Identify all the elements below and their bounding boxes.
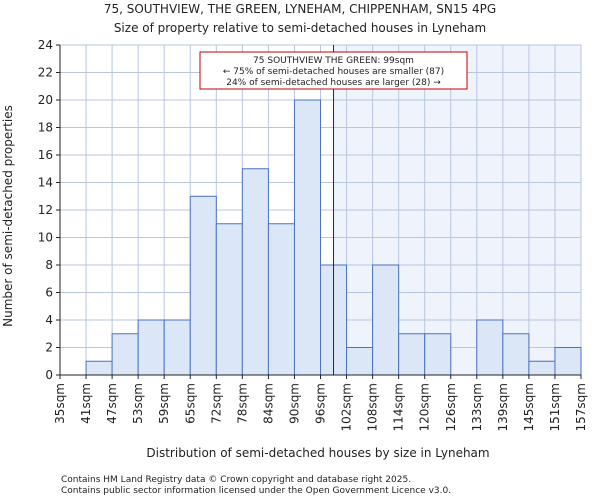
y-tick-label: 4 bbox=[45, 313, 53, 327]
x-tick-label: 114sqm bbox=[392, 383, 406, 431]
y-tick-label: 18 bbox=[38, 121, 53, 135]
bar bbox=[241, 168, 269, 376]
bar bbox=[424, 333, 452, 376]
y-tick-label: 14 bbox=[38, 176, 53, 190]
y-tick-label: 2 bbox=[45, 341, 53, 355]
bar bbox=[346, 347, 374, 376]
x-tick-label: 78sqm bbox=[235, 383, 249, 424]
x-tick-label: 139sqm bbox=[496, 383, 510, 431]
x-tick-label: 47sqm bbox=[105, 383, 119, 424]
x-tick-label: 151sqm bbox=[548, 383, 562, 431]
x-tick-label: 126sqm bbox=[444, 383, 458, 431]
x-tick-label: 84sqm bbox=[261, 383, 275, 424]
bar bbox=[215, 223, 243, 376]
x-tick-label: 35sqm bbox=[53, 383, 67, 424]
annotation-line: 24% of semi-detached houses are larger (… bbox=[226, 78, 441, 88]
x-tick-label: 59sqm bbox=[157, 383, 171, 424]
chart-subtitle: Size of property relative to semi-detach… bbox=[114, 21, 486, 35]
y-axis-label: Number of semi-detached properties bbox=[1, 105, 15, 327]
bar bbox=[189, 195, 217, 376]
bar bbox=[163, 319, 191, 376]
y-tick-label: 16 bbox=[38, 148, 53, 162]
x-tick-label: 72sqm bbox=[209, 383, 223, 424]
bar bbox=[372, 264, 400, 376]
bar bbox=[554, 347, 582, 376]
x-tick-label: 108sqm bbox=[366, 383, 380, 431]
annotation-line: ← 75% of semi-detached houses are smalle… bbox=[223, 67, 444, 77]
x-axis-label: Distribution of semi-detached houses by … bbox=[146, 446, 489, 460]
bar bbox=[137, 319, 165, 376]
footer-line-1: Contains HM Land Registry data © Crown c… bbox=[61, 475, 411, 485]
y-tick-label: 20 bbox=[38, 93, 53, 107]
bar bbox=[85, 360, 113, 376]
bar bbox=[502, 333, 530, 376]
y-tick-label: 0 bbox=[45, 368, 53, 382]
footer-line-2: Contains public sector information licen… bbox=[61, 486, 451, 496]
x-tick-label: 157sqm bbox=[574, 383, 588, 431]
chart-title: 75, SOUTHVIEW, THE GREEN, LYNEHAM, CHIPP… bbox=[104, 2, 496, 16]
bar bbox=[476, 319, 504, 376]
x-tick-label: 53sqm bbox=[131, 383, 145, 424]
x-tick-label: 145sqm bbox=[522, 383, 536, 431]
x-tick-label: 120sqm bbox=[418, 383, 432, 431]
annotation-line: 75 SOUTHVIEW THE GREEN: 99sqm bbox=[253, 56, 414, 66]
x-tick-label: 133sqm bbox=[470, 383, 484, 431]
bar bbox=[267, 223, 295, 376]
y-tick-label: 24 bbox=[38, 38, 53, 52]
bar bbox=[111, 333, 139, 376]
x-tick-label: 96sqm bbox=[314, 383, 328, 424]
y-tick-label: 22 bbox=[38, 66, 53, 80]
bar bbox=[398, 333, 426, 376]
y-tick-label: 10 bbox=[38, 231, 53, 245]
annotation-box bbox=[199, 51, 468, 90]
x-tick-label: 41sqm bbox=[79, 383, 93, 424]
y-tick-label: 12 bbox=[38, 203, 53, 217]
bar bbox=[293, 99, 322, 376]
bar bbox=[528, 360, 556, 376]
x-tick-label: 102sqm bbox=[340, 383, 354, 431]
y-tick-label: 6 bbox=[45, 286, 53, 300]
x-tick-label: 90sqm bbox=[287, 383, 301, 424]
x-tick-label: 65sqm bbox=[183, 383, 197, 424]
y-tick-label: 8 bbox=[45, 258, 53, 272]
